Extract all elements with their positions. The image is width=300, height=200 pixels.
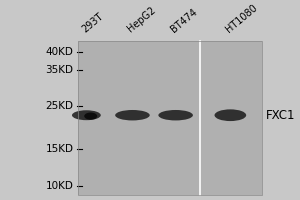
Text: 293T: 293T bbox=[80, 11, 105, 34]
Text: HT1080: HT1080 bbox=[224, 2, 259, 34]
Text: 15KD: 15KD bbox=[45, 144, 74, 154]
Ellipse shape bbox=[115, 110, 150, 120]
Text: 40KD: 40KD bbox=[46, 47, 74, 57]
Ellipse shape bbox=[84, 113, 97, 120]
Ellipse shape bbox=[214, 109, 246, 121]
Text: 10KD: 10KD bbox=[46, 181, 74, 191]
Text: 35KD: 35KD bbox=[45, 65, 74, 75]
Text: FXC1: FXC1 bbox=[266, 109, 296, 122]
Ellipse shape bbox=[158, 110, 193, 120]
FancyBboxPatch shape bbox=[78, 41, 262, 195]
Text: HepG2: HepG2 bbox=[126, 5, 158, 34]
Text: 25KD: 25KD bbox=[45, 101, 74, 111]
Text: BT474: BT474 bbox=[169, 6, 200, 34]
Ellipse shape bbox=[72, 110, 101, 120]
